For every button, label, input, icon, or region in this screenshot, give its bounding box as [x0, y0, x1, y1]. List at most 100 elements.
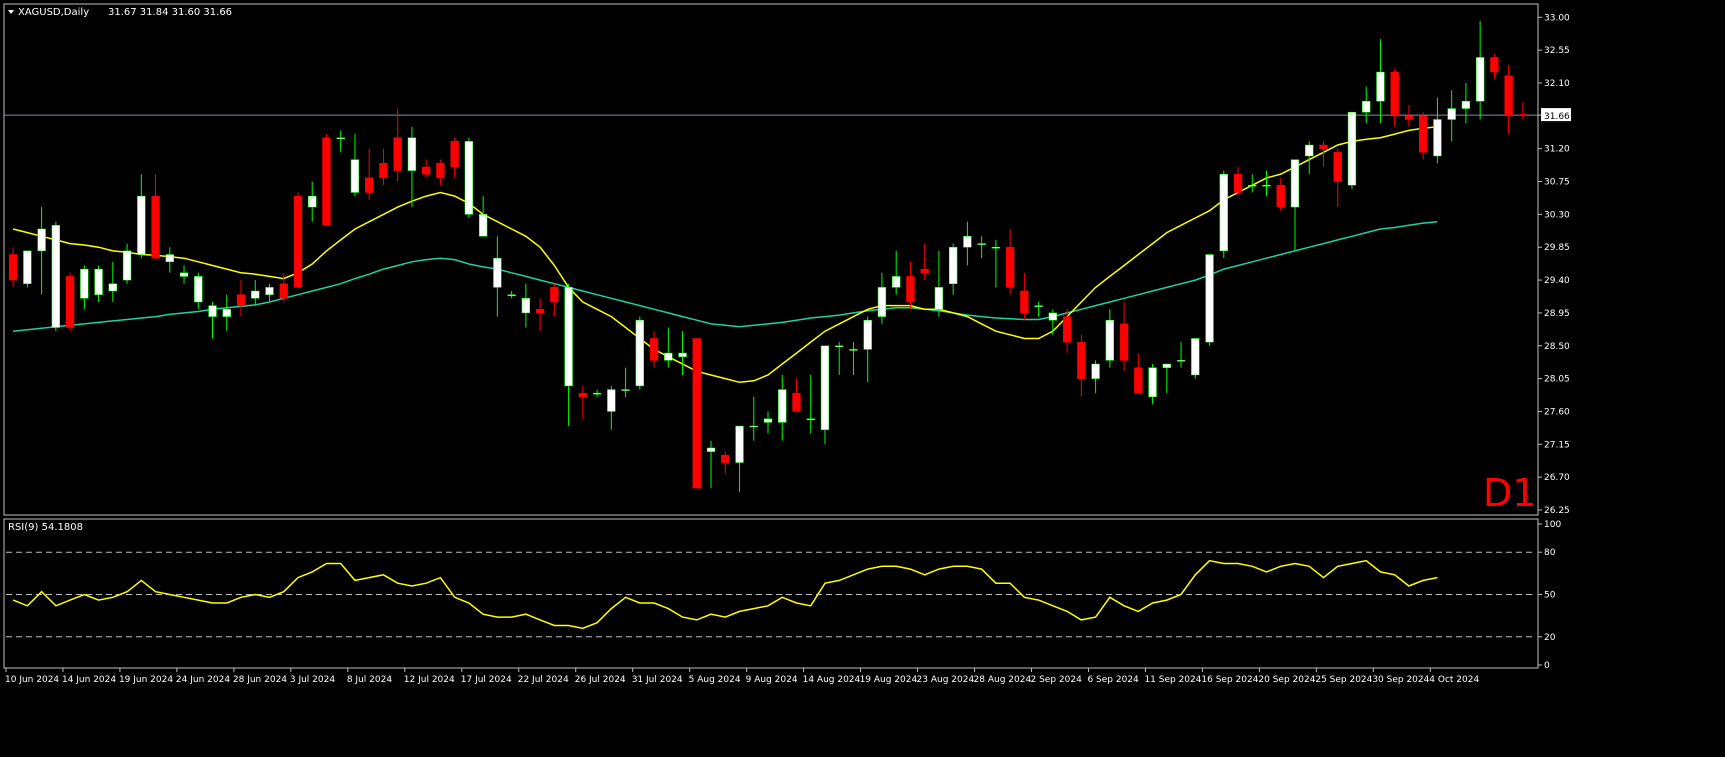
rsi-title: RSI(9) 54.1808 — [8, 522, 83, 533]
candle — [1461, 82, 1471, 124]
candle — [1419, 112, 1428, 160]
price-tick-label: 31.20 — [1544, 145, 1570, 155]
candle-body-bull — [407, 137, 417, 171]
time-tick-label: 17 Jul 2024 — [461, 675, 512, 685]
candle — [649, 331, 659, 368]
price-tick-label: 26.70 — [1544, 473, 1570, 483]
candle-body-bull — [1091, 363, 1100, 379]
time-tick-label: 24 Jun 2024 — [176, 675, 230, 685]
candle-body-bear — [279, 283, 288, 299]
candle — [308, 181, 317, 222]
candle — [37, 207, 46, 295]
ma-fast-line — [12, 126, 1438, 384]
candle-body-bull — [621, 389, 630, 391]
price-tick-label: 30.75 — [1544, 178, 1570, 188]
candle-body-bull — [1362, 100, 1371, 113]
price-axis: 33.00 32.55 32.10 31.66 31.20 30.75 30.30 29.85… — [4, 13, 1571, 516]
candle — [108, 261, 117, 302]
candle-body-bear — [692, 338, 701, 489]
candle — [877, 272, 887, 324]
price-tick-label: 33.00 — [1544, 13, 1570, 23]
candle-body-bull — [778, 389, 787, 423]
candle — [820, 345, 830, 445]
candle-body-bear — [1333, 152, 1342, 182]
candle — [1062, 309, 1072, 354]
candle — [379, 148, 388, 186]
candle — [1376, 39, 1385, 124]
price-tick-label: 28.05 — [1544, 375, 1570, 385]
time-tick-label: 19 Jun 2024 — [119, 675, 173, 685]
current-price-label: 31.66 — [1544, 112, 1570, 122]
time-tick-label: 5 Aug 2024 — [689, 675, 741, 685]
candle-body-bear — [236, 294, 246, 306]
candle-body-bull — [108, 283, 117, 292]
candle-body-bull — [763, 418, 773, 423]
candle-body-bull — [1461, 100, 1471, 109]
candle — [1305, 141, 1314, 175]
candle-body-bear — [436, 163, 445, 179]
candle-body-bull — [835, 345, 844, 348]
candle — [65, 272, 75, 332]
candle-body-bear — [535, 309, 545, 314]
time-tick-label: 6 Sep 2024 — [1087, 675, 1139, 685]
candle — [1390, 68, 1399, 127]
candle — [393, 108, 402, 182]
candle-body-bear — [1276, 184, 1285, 208]
candle-body-bull — [849, 349, 858, 351]
timeframe-watermark: D1 — [1483, 471, 1536, 515]
ma-slow-line — [13, 220, 1438, 332]
candle — [1319, 141, 1328, 167]
rsi-tick-label: 50 — [1544, 591, 1556, 601]
candle — [749, 396, 758, 441]
candle-body-bear — [792, 392, 801, 412]
candle — [51, 221, 61, 332]
price-tick-label: 32.55 — [1544, 46, 1570, 56]
candle-body-bull — [863, 319, 872, 350]
time-tick-label: 19 Aug 2024 — [860, 675, 918, 685]
candle-body-bull — [23, 250, 32, 284]
candle-body-bull — [820, 345, 830, 430]
candle-body-bull — [507, 294, 516, 296]
candle — [493, 236, 502, 317]
rsi-indicator: 100 80 50 20 0 — [6, 520, 1561, 671]
candle — [179, 265, 189, 284]
candle-body-bear — [322, 137, 331, 226]
candle — [407, 126, 417, 208]
candle — [806, 374, 815, 434]
candle-body-bull — [564, 287, 573, 387]
candle — [236, 280, 246, 317]
candle — [251, 280, 260, 306]
candle — [535, 298, 545, 332]
candle-body-bull — [1305, 144, 1314, 157]
candle — [336, 130, 345, 153]
candle-body-bear — [920, 268, 929, 274]
candle — [122, 243, 132, 284]
candle-body-bear — [906, 276, 915, 303]
candle — [692, 338, 701, 489]
candle-body-bull — [963, 236, 972, 248]
candle — [763, 411, 773, 434]
time-tick-label: 14 Jun 2024 — [62, 675, 116, 685]
candle-body-bull — [735, 425, 744, 463]
candle-body-bull — [1219, 173, 1228, 252]
candle — [920, 243, 929, 281]
candle-body-bull — [194, 276, 203, 303]
candle — [592, 389, 602, 397]
candle — [1347, 111, 1357, 189]
collapse-arrow-icon[interactable] — [8, 10, 14, 14]
candle — [1148, 364, 1157, 405]
time-tick-label: 11 Sep 2024 — [1144, 675, 1201, 685]
candle — [1105, 309, 1114, 368]
candle — [1005, 228, 1015, 295]
candle — [507, 291, 516, 299]
candle-body-bull — [464, 141, 474, 215]
candle — [948, 243, 958, 295]
candle-body-bull — [1262, 184, 1271, 187]
candle — [194, 272, 203, 310]
candle-body-bull — [51, 225, 61, 328]
candle — [849, 342, 858, 375]
candle-body-bull — [635, 319, 644, 387]
candle-body-bear — [721, 455, 730, 463]
candle — [1433, 97, 1442, 164]
